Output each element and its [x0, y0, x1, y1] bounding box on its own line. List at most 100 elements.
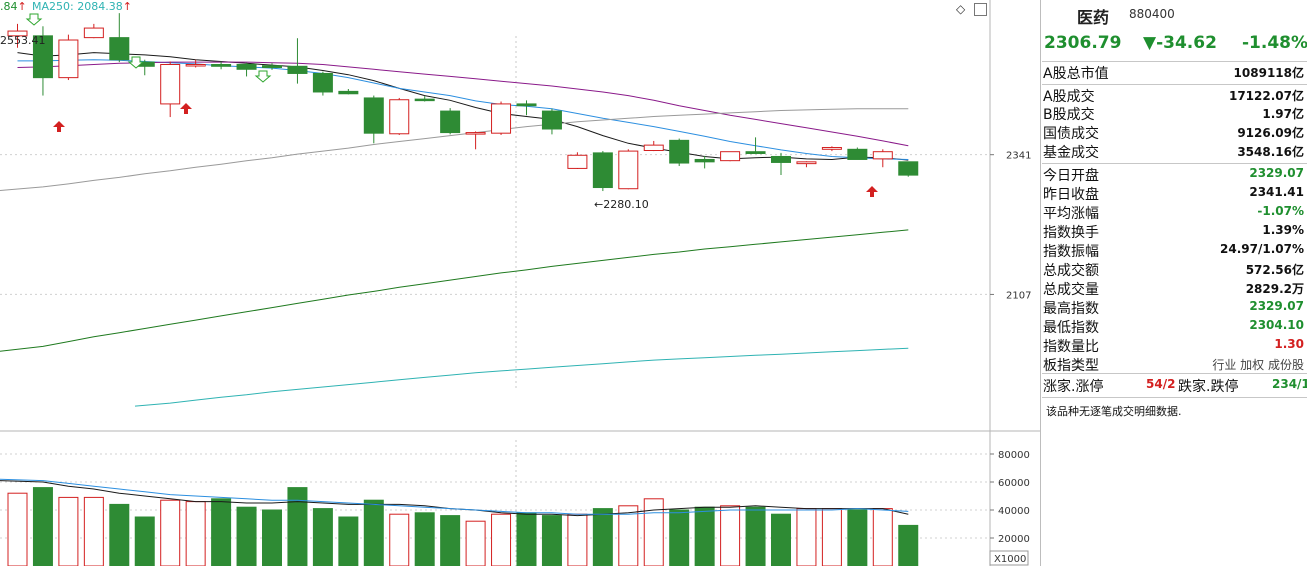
volume-unit-label: X1000 [994, 554, 1026, 565]
stat-row: 最高指数 2329.07 [1042, 298, 1306, 317]
volume-tick-label: 20000 [998, 534, 1030, 545]
stat-row: 指数量比 1.30 [1042, 336, 1306, 355]
stat-value: 2341.41 [1249, 185, 1304, 199]
up-signal-icon [180, 103, 192, 114]
ma250-value: MA250: 2084.38 [32, 0, 123, 13]
candle-body [160, 64, 181, 105]
stat-label: 昨日收盘 [1043, 187, 1099, 203]
stat-label: 国债成交 [1043, 126, 1099, 142]
ma-line-ma120 [0, 108, 909, 191]
stat-label: B股成交 [1043, 107, 1095, 123]
volume-bar [567, 513, 588, 566]
stat-value: 2829.2万 [1245, 282, 1304, 296]
candle-body [821, 147, 842, 150]
up-arrow-icon: ↑ [122, 0, 132, 13]
stat-value: 9126.09亿 [1237, 126, 1304, 140]
up-count-label: 涨家.涨停 [1043, 379, 1104, 395]
stat-value: 1.30 [1274, 337, 1304, 351]
volume-bar [440, 515, 461, 566]
volume-bar [363, 499, 384, 566]
stat-label: A股总市值 [1043, 66, 1109, 82]
volume-bar [185, 501, 206, 566]
candle-body [211, 64, 232, 67]
volume-bar [669, 509, 690, 566]
volume-bar [898, 524, 919, 566]
ma-line-ma500 [134, 347, 909, 407]
diamond-icon[interactable]: ◇ [956, 2, 966, 16]
up-signal-icon [866, 186, 878, 197]
stat-row: 基金成交 3548.16亿 [1042, 142, 1306, 161]
index-code: 880400 [1129, 7, 1175, 21]
stat-value: 2329.07 [1249, 299, 1304, 313]
volume-bar [32, 487, 53, 566]
candle-body [312, 72, 333, 93]
candle-body [338, 90, 359, 95]
stat-value: 2329.07 [1249, 166, 1304, 180]
stat-label: 指数换手 [1043, 225, 1099, 241]
stat-value: 572.56亿 [1245, 263, 1304, 277]
stat-label: 总成交量 [1043, 282, 1099, 298]
candle-body [694, 158, 715, 163]
down-signal-icon [25, 13, 43, 26]
volume-bar [262, 509, 282, 566]
candle-body [58, 39, 79, 79]
stat-value: 1.39% [1262, 223, 1304, 237]
candle-body [236, 64, 257, 70]
candle-body [618, 150, 639, 190]
down-count-label: 跌家.跌停 [1178, 379, 1239, 395]
candle-body [541, 110, 562, 130]
divider [1042, 84, 1307, 85]
stat-row: 总成交额 572.56亿 [1042, 260, 1306, 279]
ma-prev-value: .84 [0, 0, 18, 13]
stat-value[interactable]: 行业 加权 成份股 [1212, 358, 1304, 372]
stat-label: 平均涨幅 [1043, 206, 1099, 222]
index-price: 2306.79 [1044, 33, 1122, 53]
volume-bar [236, 506, 257, 566]
volume-bar [592, 508, 613, 566]
volume-bar [83, 496, 104, 566]
candle-body [440, 110, 461, 134]
index-name: 医药 [1077, 8, 1110, 27]
volume-bar [821, 508, 842, 566]
candle-body [389, 99, 410, 135]
ma-line-ma250 [0, 229, 909, 352]
candle-body [720, 151, 741, 162]
candle-body [516, 103, 537, 107]
stat-row: 指数振幅 24.97/1.07% [1042, 241, 1306, 260]
index-change-pct: -1.48% [1242, 33, 1307, 53]
candle-body [796, 161, 817, 165]
price-tick-label: 2341 [1006, 151, 1031, 162]
volume-bar [720, 505, 741, 566]
stat-value: 2304.10 [1249, 318, 1304, 332]
volume-tick-label: 80000 [998, 450, 1030, 461]
stat-label: 总成交额 [1043, 263, 1099, 279]
window-toggle-icon[interactable] [974, 3, 987, 16]
candle-body [771, 155, 791, 163]
volume-bar [134, 516, 155, 566]
up-count-value: 54/2 [1146, 377, 1176, 391]
stat-label: 指数振幅 [1043, 244, 1099, 260]
stat-label: A股成交 [1043, 89, 1095, 105]
divider [1042, 397, 1307, 398]
candle-body [83, 27, 104, 39]
divider [1042, 61, 1307, 62]
stat-row: 最低指数 2304.10 [1042, 317, 1306, 336]
low-price-label: ←2280.10 [594, 198, 649, 211]
stat-row: 平均涨幅 -1.07% [1042, 203, 1306, 222]
divider [1042, 163, 1307, 164]
volume-tick-label: 60000 [998, 478, 1030, 489]
volume-bar [694, 506, 715, 566]
stat-row: A股成交 17122.07亿 [1042, 86, 1306, 105]
candle-body [567, 154, 588, 169]
candle-body [465, 132, 486, 135]
stat-value: 17122.07亿 [1228, 89, 1304, 103]
stat-row: B股成交 1.97亿 [1042, 104, 1306, 123]
volume-bar [643, 498, 664, 566]
candle-body [745, 151, 766, 154]
ma-legend-prev: .84↑ [0, 0, 27, 13]
candle-body [363, 97, 384, 134]
candle-body [32, 35, 53, 79]
candle-body [669, 139, 690, 164]
kline-chart[interactable]: 2341 2107 80000 60000 40000 20000 X1000 2553.41… [0, 0, 1040, 566]
volume-bar [414, 512, 435, 566]
